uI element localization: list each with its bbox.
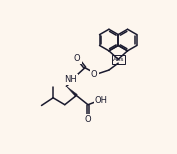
Polygon shape [66, 86, 77, 97]
Text: Abs: Abs [112, 57, 124, 62]
Text: OH: OH [95, 96, 108, 105]
FancyBboxPatch shape [112, 55, 125, 63]
Text: NH: NH [65, 75, 77, 84]
Text: O: O [85, 115, 91, 124]
Text: O: O [74, 54, 81, 63]
Text: O: O [91, 70, 98, 79]
